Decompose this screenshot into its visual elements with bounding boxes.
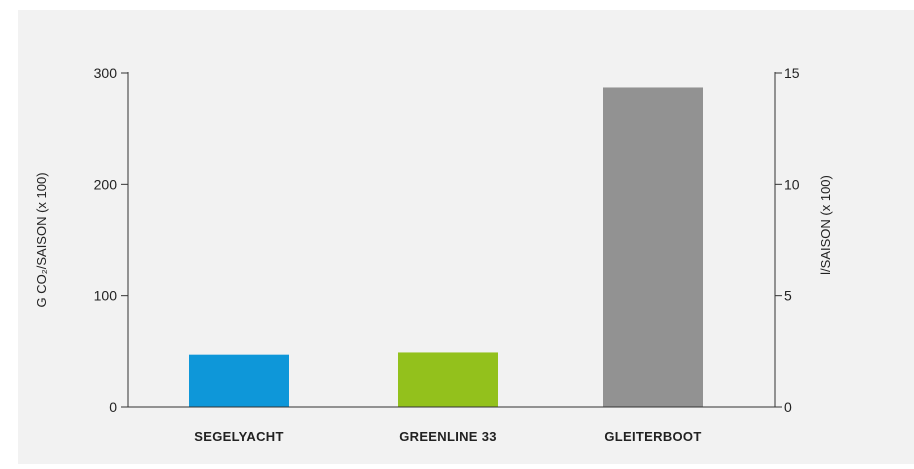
axes-group: [121, 72, 782, 408]
left-tick-label: 0: [109, 399, 117, 415]
right-axis-title: l/SAISON (x 100): [818, 175, 833, 275]
bar-gleiterboot: [603, 87, 703, 408]
left-tick-label: 300: [94, 65, 118, 81]
bar-segelyacht: [189, 354, 289, 407]
right-tick-label: 10: [784, 176, 800, 192]
left-axis-title: G CO₂/SAISON (x 100): [34, 172, 49, 307]
right-tick-label: 5: [784, 288, 792, 304]
bars-group: [189, 87, 703, 408]
bar-greenline-33: [398, 352, 498, 407]
right-tick-label: 15: [784, 65, 800, 81]
left-tick-label: 100: [94, 288, 118, 304]
labels-group: SEGELYACHT GREENLINE 33 GLEITERBOOT0100200…: [34, 65, 833, 444]
x-tick-label: GREENLINE 33: [399, 429, 497, 444]
x-tick-label: SEGELYACHT: [194, 429, 283, 444]
bar-chart: SEGELYACHT GREENLINE 33 GLEITERBOOT0100200…: [34, 65, 833, 444]
right-tick-label: 0: [784, 399, 792, 415]
chart-panel: SEGELYACHT GREENLINE 33 GLEITERBOOT 0 100 200…: [18, 10, 914, 464]
left-tick-label: 200: [94, 176, 118, 192]
x-tick-label: GLEITERBOOT: [604, 429, 701, 444]
